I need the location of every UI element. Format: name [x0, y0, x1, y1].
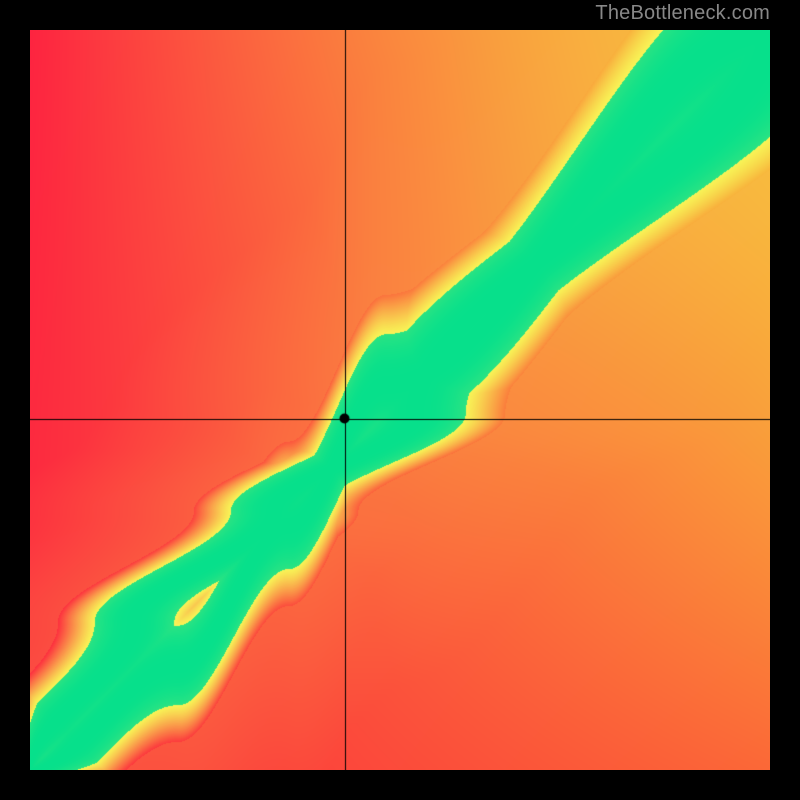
bottleneck-heatmap	[30, 30, 770, 770]
attribution-text: TheBottleneck.com	[595, 2, 770, 25]
heatmap-canvas	[30, 30, 770, 770]
